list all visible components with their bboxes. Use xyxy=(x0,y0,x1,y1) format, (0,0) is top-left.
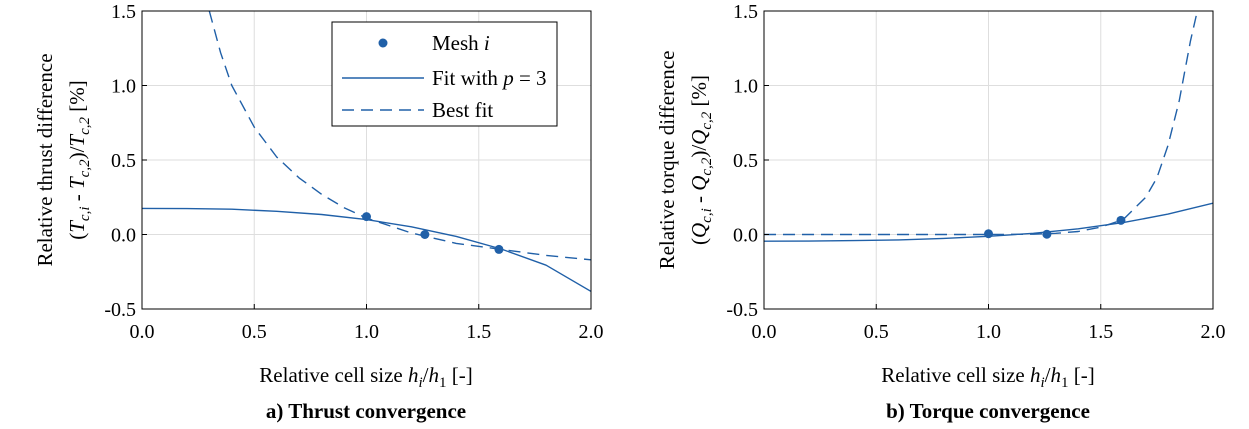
best-fit-line xyxy=(208,11,591,261)
y-tick-label: 0.0 xyxy=(111,225,136,247)
series-layer xyxy=(142,11,591,293)
best-fit-line xyxy=(764,11,1198,236)
mesh-point xyxy=(420,230,430,239)
y-tick-label: -0.5 xyxy=(726,299,758,321)
x-tick-label: 2.0 xyxy=(579,321,604,343)
torque-chart: 0.0 0.5 1.0 1.5 2.0-0.50.00.51.01.5 Relative… xyxy=(655,1,1226,423)
legend-label-mesh: Mesh i xyxy=(432,31,490,55)
panel-caption: a) Thrust convergence xyxy=(266,399,466,423)
x-tick-label: 1.5 xyxy=(1088,321,1113,343)
legend-label-fit: Fit with p = 3 xyxy=(432,66,547,90)
y-tick-label: 1.0 xyxy=(111,76,136,98)
y-tick-label: 0.5 xyxy=(733,150,758,172)
y-tick-label: 1.0 xyxy=(733,76,758,98)
svg-text:Relative torque difference: Relative torque difference xyxy=(655,51,679,270)
fit-p3-line xyxy=(764,202,1213,242)
svg-text:(Tc,i - Tc,2)/Tc,2 [%]: (Tc,i - Tc,2)/Tc,2 [%] xyxy=(65,80,93,240)
x-tick-label: 1.5 xyxy=(466,321,491,343)
tick-labels: 0.0 0.5 1.0 1.5 2.0-0.50.00.51.01.5 xyxy=(104,1,603,343)
svg-text:Relative thrust difference: Relative thrust difference xyxy=(33,53,57,266)
grid-lines xyxy=(764,11,1213,309)
thrust-chart: 0.0 0.5 1.0 1.5 2.0-0.50.00.51.01.5 Mesh i F… xyxy=(33,1,604,423)
x-tick-label: 0.5 xyxy=(864,321,889,343)
y-tick-label: 0.5 xyxy=(111,150,136,172)
x-axis-label: Relative cell size hi/h1 [-] xyxy=(259,363,472,391)
svg-text:(Qc,i - Qc,2)/Qc,2 [%]: (Qc,i - Qc,2)/Qc,2 [%] xyxy=(687,75,715,245)
panel-caption: b) Torque convergence xyxy=(886,399,1090,423)
x-tick-label: 0.5 xyxy=(242,321,267,343)
legend-label-best: Best fit xyxy=(432,98,493,122)
x-tick-label: 1.0 xyxy=(976,321,1001,343)
x-tick-label: 0.0 xyxy=(752,321,777,343)
tick-labels: 0.0 0.5 1.0 1.5 2.0-0.50.00.51.01.5 xyxy=(726,1,1225,343)
x-tick-label: 1.0 xyxy=(354,321,379,343)
x-tick-label: 2.0 xyxy=(1201,321,1226,343)
y-tick-label: 1.5 xyxy=(733,1,758,23)
plot-frame xyxy=(141,10,592,310)
y-axis-label: Relative thrust difference (Tc,i - Tc,2)… xyxy=(33,53,93,266)
y-tick-label: 1.5 xyxy=(111,1,136,23)
legend-marker-mesh xyxy=(378,38,388,48)
series-layer xyxy=(764,11,1213,242)
y-axis-label: Relative torque difference (Qc,i - Qc,2)… xyxy=(655,51,715,270)
x-tick-label: 0.0 xyxy=(130,321,155,343)
x-axis-label: Relative cell size hi/h1 [-] xyxy=(881,363,1094,391)
y-tick-label: 0.0 xyxy=(733,225,758,247)
legend-box xyxy=(331,21,558,127)
legend: Mesh i Fit with p = 3 Best fit xyxy=(331,21,558,127)
y-tick-label: -0.5 xyxy=(104,299,136,321)
plot-frame xyxy=(763,10,1214,310)
fit-p3-line xyxy=(142,207,591,293)
